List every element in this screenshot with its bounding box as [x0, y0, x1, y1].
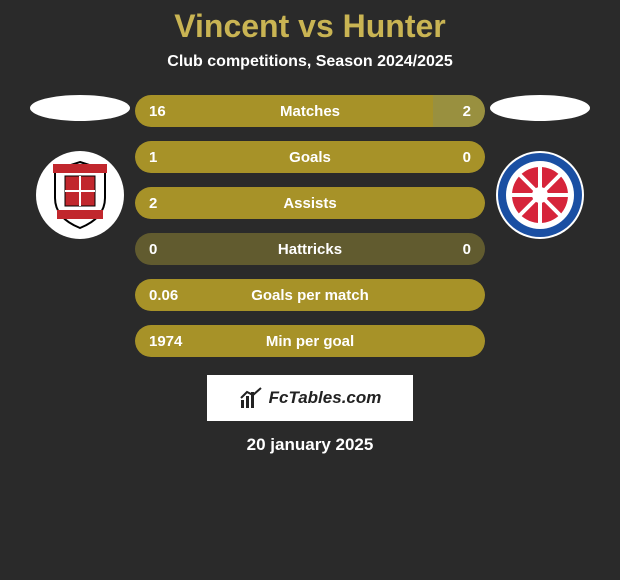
comparison-row: 16Matches21Goals02Assists0Hattricks00.06… — [0, 95, 620, 357]
brand-badge: FcTables.com — [207, 375, 413, 421]
stat-label: Assists — [135, 195, 485, 212]
chart-icon — [239, 386, 263, 410]
wheel-icon — [496, 151, 584, 239]
stats-column: 16Matches21Goals02Assists0Hattricks00.06… — [135, 95, 485, 357]
stat-right-value: 2 — [463, 103, 471, 120]
stat-label: Min per goal — [135, 333, 485, 350]
stat-label: Goals per match — [135, 287, 485, 304]
stat-row: 0Hattricks0 — [135, 233, 485, 265]
stat-row: 0.06Goals per match — [135, 279, 485, 311]
stat-label: Goals — [135, 149, 485, 166]
page-title: Vincent vs Hunter — [174, 8, 445, 45]
brand-text: FcTables.com — [269, 388, 382, 408]
date-text: 20 january 2025 — [247, 435, 374, 455]
stat-right-value: 0 — [463, 149, 471, 166]
subtitle: Club competitions, Season 2024/2025 — [167, 53, 452, 71]
stat-label: Hattricks — [135, 241, 485, 258]
shield-icon — [43, 158, 117, 232]
ellipse-shadow-right — [490, 95, 590, 121]
ellipse-shadow-left — [30, 95, 130, 121]
stat-right-value: 0 — [463, 241, 471, 258]
left-team-column — [25, 95, 135, 239]
stat-row: 1974Min per goal — [135, 325, 485, 357]
left-team-crest — [36, 151, 124, 239]
stat-label: Matches — [135, 103, 485, 120]
stat-row: 1Goals0 — [135, 141, 485, 173]
right-team-column — [485, 95, 595, 239]
right-team-crest — [496, 151, 584, 239]
stat-row: 2Assists — [135, 187, 485, 219]
stat-row: 16Matches2 — [135, 95, 485, 127]
